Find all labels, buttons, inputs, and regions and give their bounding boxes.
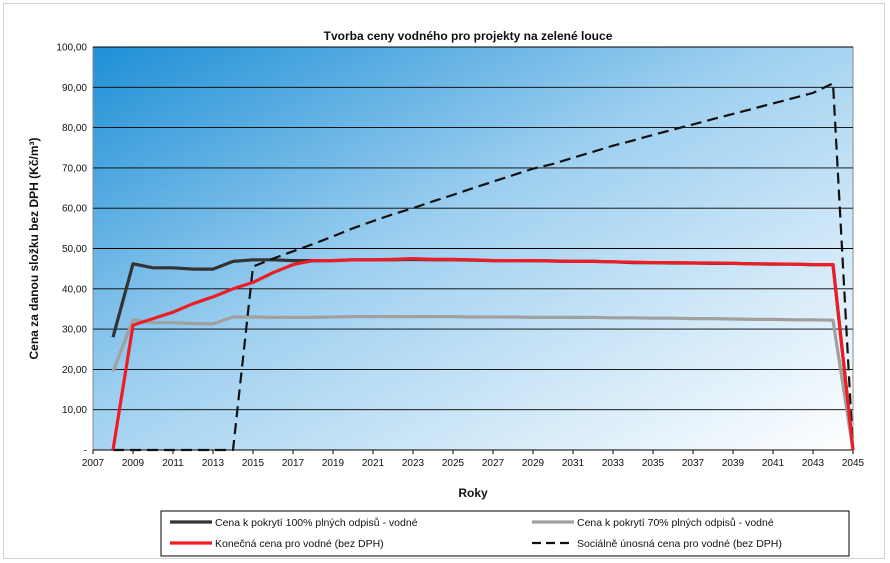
x-axis-label: Roky bbox=[458, 486, 488, 500]
x-tick-label: 2025 bbox=[442, 458, 465, 469]
series-line-2 bbox=[111, 315, 855, 451]
x-tick-label: 2015 bbox=[242, 458, 265, 469]
legend-label-1: Cena k pokrytí 100% plných odpisů - vodn… bbox=[215, 517, 418, 529]
y-tick-label: 70,00 bbox=[62, 163, 87, 174]
x-tick-label: 2009 bbox=[122, 458, 145, 469]
y-tick-label: - bbox=[84, 446, 87, 457]
x-tick-label: 2035 bbox=[642, 458, 665, 469]
series-line-3 bbox=[111, 257, 855, 451]
y-tick-label: 10,00 bbox=[62, 405, 87, 416]
x-tick-label: 2013 bbox=[202, 458, 225, 469]
legend-box bbox=[160, 510, 850, 557]
x-tick-label: 2021 bbox=[362, 458, 385, 469]
y-tick-label: 20,00 bbox=[62, 365, 87, 376]
y-tick-label: 100,00 bbox=[56, 43, 87, 54]
y-tick-label: 90,00 bbox=[62, 83, 87, 94]
legend-label-3: Konečná cena pro vodné (bez DPH) bbox=[215, 538, 384, 550]
x-tick-label: 2041 bbox=[762, 458, 785, 469]
x-tick-label: 2007 bbox=[82, 458, 105, 469]
x-tick-label: 2029 bbox=[522, 458, 545, 469]
y-tick-label: 30,00 bbox=[62, 325, 87, 336]
legend: Cena k pokrytí 100% plných odpisů - vodn… bbox=[160, 510, 850, 557]
x-tick-label: 2031 bbox=[562, 458, 585, 469]
x-tick-label: 2039 bbox=[722, 458, 745, 469]
plot-area: - 10,00 20,00 30,00 40,00 50,00 60,00 70,00 80,0… bbox=[56, 43, 864, 470]
x-tick-label: 2033 bbox=[602, 458, 625, 469]
x-tick-label: 2027 bbox=[482, 458, 505, 469]
x-tick-label: 2023 bbox=[402, 458, 425, 469]
x-tick-label: 2045 bbox=[842, 458, 865, 469]
x-tick-label: 2011 bbox=[162, 458, 184, 469]
y-tick-label: 80,00 bbox=[62, 123, 87, 134]
y-axis-label: Cena za danou složku bez DPH (Kč/m³) bbox=[27, 137, 41, 359]
x-tick-label: 2043 bbox=[802, 458, 825, 469]
y-tick-label: 40,00 bbox=[62, 284, 87, 295]
legend-label-4: Sociálně únosná cena pro vodné (bez DPH) bbox=[577, 538, 782, 550]
x-tick-label: 2037 bbox=[682, 458, 705, 469]
y-tick-label: 60,00 bbox=[62, 204, 87, 215]
chart-title: Tvorba ceny vodného pro projekty na zele… bbox=[324, 29, 613, 43]
y-tick-label: 50,00 bbox=[62, 244, 87, 255]
x-tick-label: 2019 bbox=[322, 458, 345, 469]
series-line-4 bbox=[113, 82, 855, 452]
legend-label-2: Cena k pokrytí 70% plných odpisů - vodné bbox=[577, 517, 774, 529]
x-tick-label: 2017 bbox=[282, 458, 305, 469]
